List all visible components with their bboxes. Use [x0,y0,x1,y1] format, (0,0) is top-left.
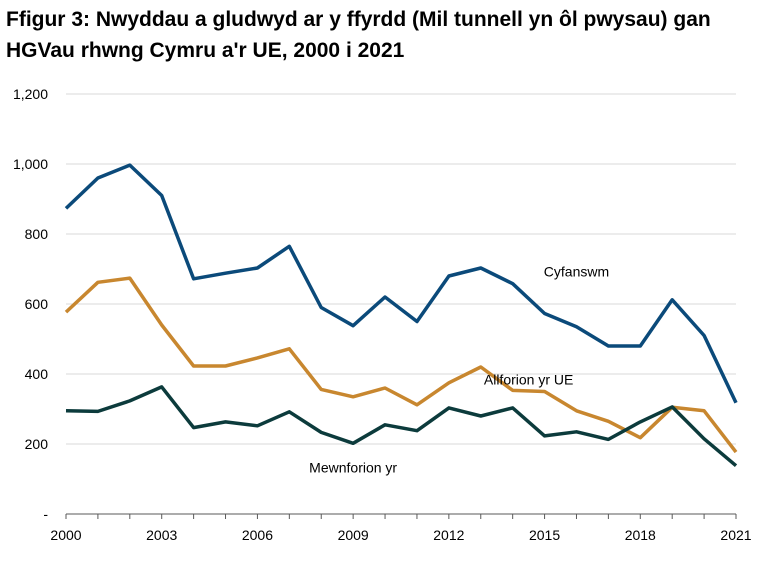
y-tick-label: 1,200 [13,86,48,102]
x-tick-label: 2003 [146,527,177,543]
series-line-1 [64,163,738,404]
x-axis [65,513,737,519]
series-lines [64,163,738,468]
series-labels: Cyfanswm Allforion yr UE Mewnforion yr [309,264,609,476]
y-tick-label: 400 [25,366,49,382]
x-tick-label: 2015 [529,527,560,543]
series-label: Cyfanswm [544,264,609,280]
y-tick-label: 600 [25,296,49,312]
series-line-3 [65,385,738,468]
y-tick-label: 200 [25,436,49,452]
x-tick-label: 2000 [50,527,81,543]
chart-title: Ffigur 3: Nwyddau a gludwyd ar y ffyrdd … [6,8,711,62]
y-tick-label: - [43,506,48,522]
x-tick-label: 2021 [720,527,751,543]
x-tick-label: 2006 [242,527,273,543]
x-tick-label: 2009 [338,527,369,543]
y-axis-ticks: - 200 400 600 800 1,000 1,200 [13,86,48,522]
x-tick-label: 2018 [625,527,656,543]
x-tick-label: 2012 [433,527,464,543]
y-tick-label: 800 [25,226,49,242]
x-axis-ticks: 2000 2003 2006 2009 2012 2015 2018 2021 [50,527,751,543]
series-label: Allforion yr UE [484,372,573,388]
series-label: Mewnforion yr [309,459,397,475]
y-tick-label: 1,000 [13,156,48,172]
